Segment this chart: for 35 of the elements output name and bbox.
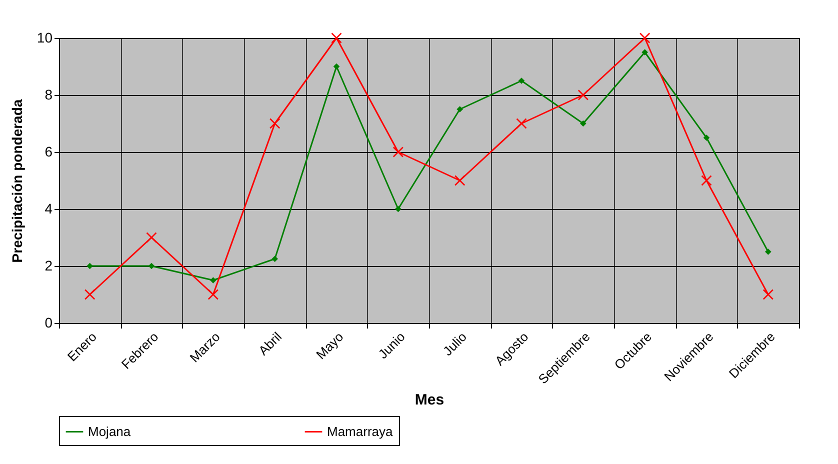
point [392, 146, 404, 158]
point [208, 289, 219, 300]
legend-label: Mojana [88, 424, 132, 439]
y-tick-label: 4 [44, 200, 53, 216]
point [454, 175, 466, 186]
x-tick-label: Julio [440, 329, 470, 359]
point [395, 206, 402, 212]
y-tick-label: 2 [44, 258, 53, 274]
y-tick-label: 10 [36, 30, 53, 46]
point [456, 106, 463, 112]
y-tick-label: 0 [44, 314, 53, 330]
y-axis-title: Precipitación ponderada [8, 99, 25, 263]
point [84, 289, 96, 300]
point [703, 134, 710, 141]
point [580, 120, 586, 127]
y-tick-label: 6 [44, 144, 53, 160]
legend-label: Mamarraya [327, 424, 394, 439]
point [516, 118, 527, 129]
point [86, 262, 93, 270]
point [518, 78, 525, 84]
point [331, 32, 342, 44]
point [210, 277, 216, 284]
x-axis-title: Mes [414, 392, 444, 409]
point [639, 32, 650, 44]
point [762, 289, 774, 300]
point [146, 232, 157, 243]
point [578, 90, 589, 100]
y-tick-label: 8 [44, 86, 53, 102]
point [765, 248, 772, 255]
point [148, 262, 155, 270]
point [642, 49, 648, 56]
point [272, 256, 278, 262]
point [701, 175, 712, 186]
point [333, 63, 340, 70]
point [269, 118, 280, 129]
